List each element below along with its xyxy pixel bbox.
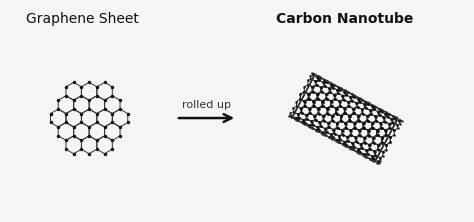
Text: Carbon Nanotube: Carbon Nanotube [276,12,414,26]
Text: Graphene Sheet: Graphene Sheet [26,12,138,26]
Text: rolled up: rolled up [182,100,231,110]
